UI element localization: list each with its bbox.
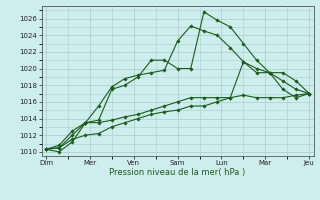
X-axis label: Pression niveau de la mer( hPa ): Pression niveau de la mer( hPa ) (109, 168, 246, 177)
